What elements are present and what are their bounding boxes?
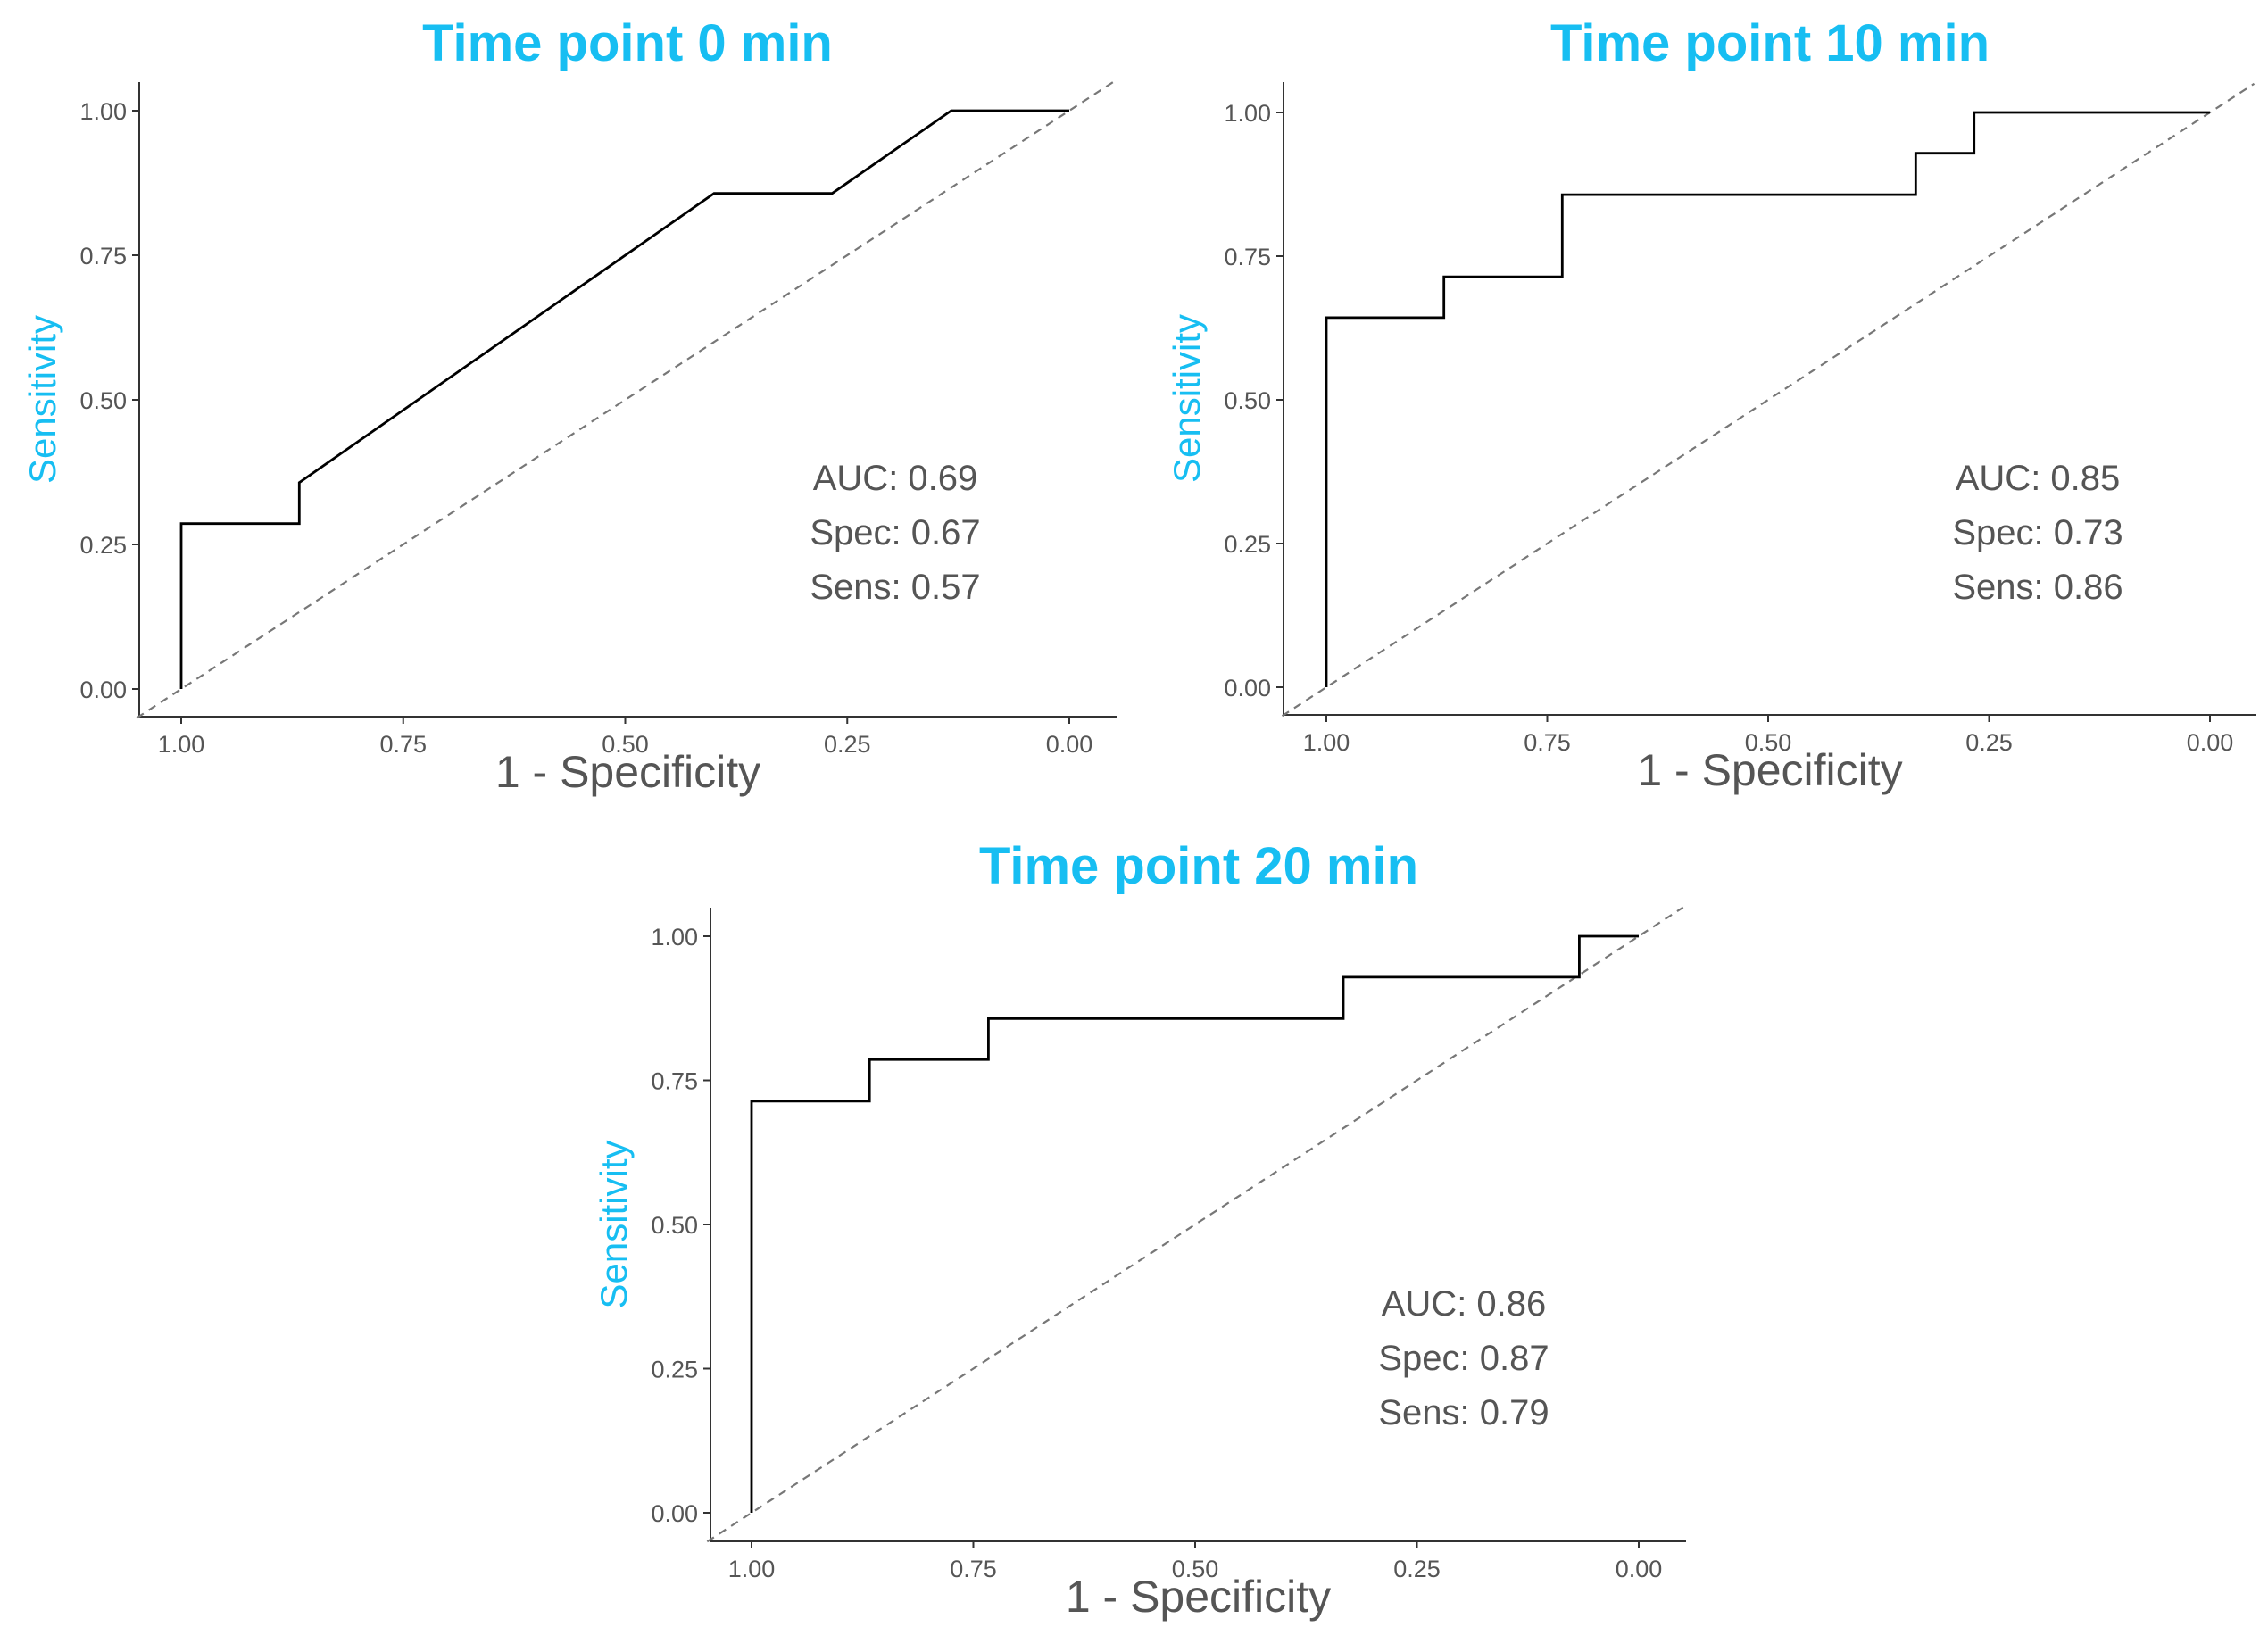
x-tick-label: 0.75: [950, 1556, 997, 1582]
x-tick-label: 0.75: [1524, 729, 1571, 756]
roc-curve-series-0: [1325, 111, 2210, 687]
x-tick-label: 0.50: [1172, 1556, 1219, 1582]
y-axis-label: Sensitivity: [21, 315, 63, 484]
roc-panel-0: Time point 0 min 0.00 0.25 0.50 0.75 1.00 1.00…: [21, 14, 1117, 797]
stat-annotation: Sens: 0.86: [1952, 568, 2123, 607]
y-tick-label: 1.00: [79, 98, 127, 125]
chart-title: Time point 10 min: [1550, 14, 1990, 72]
stat-annotation: Spec: 0.87: [1378, 1339, 1549, 1378]
x-tick-label: 0.50: [1745, 729, 1792, 756]
stat-annotation: Spec: 0.73: [1952, 513, 2123, 552]
y-tick-label: 0.50: [1224, 387, 1271, 414]
stat-annotation: AUC: 0.69: [813, 459, 978, 498]
y-tick-label: 0.00: [651, 1500, 698, 1527]
y-tick-label: 0.25: [79, 532, 127, 559]
reference-diagonal-line: [1281, 82, 2256, 718]
stat-annotation: AUC: 0.85: [1956, 459, 2121, 498]
x-tick-label: 0.00: [2187, 729, 2234, 756]
x-tick-label: 0.25: [1965, 729, 2013, 756]
x-tick-label: 1.00: [728, 1556, 776, 1582]
reference-diagonal-line: [136, 80, 1115, 719]
x-tick-label: 0.00: [1046, 731, 1093, 758]
x-tick-label: 0.00: [1616, 1556, 1663, 1582]
y-tick-label: 1.00: [1224, 100, 1271, 127]
y-tick-label: 0.75: [79, 243, 127, 270]
y-tick-label: 0.25: [1224, 531, 1271, 558]
y-tick-label: 0.00: [1224, 675, 1271, 701]
y-tick-label: 1.00: [651, 924, 698, 950]
y-tick-label: 0.00: [79, 677, 127, 703]
x-axis-label: 1 - Specificity: [1066, 1572, 1331, 1622]
stat-annotation: AUC: 0.86: [1382, 1284, 1547, 1324]
y-tick-label: 0.50: [79, 387, 127, 414]
roc-panel-1: Time point 10 min 0.00 0.25 0.50 0.75 1.00 1.0…: [1166, 14, 2256, 795]
x-tick-label: 0.50: [602, 731, 649, 758]
y-axis-label: Sensitivity: [593, 1140, 635, 1308]
stat-annotation: Sens: 0.79: [1378, 1393, 1549, 1432]
x-tick-label: 0.25: [824, 731, 871, 758]
y-tick-label: 0.50: [651, 1212, 698, 1239]
chart-title: Time point 0 min: [422, 14, 833, 72]
roc-panel-2: Time point 20 min 0.00 0.25 0.50 0.75 1.00 1.0…: [593, 837, 1686, 1622]
x-tick-label: 0.75: [379, 731, 427, 758]
x-tick-label: 1.00: [1303, 729, 1350, 756]
x-tick-label: 1.00: [158, 731, 205, 758]
x-axis-label: 1 - Specificity: [495, 747, 760, 797]
roc-curve-series-0: [179, 109, 1069, 689]
stat-annotation: Spec: 0.67: [810, 513, 980, 552]
y-tick-label: 0.75: [1224, 244, 1271, 270]
x-tick-label: 0.25: [1393, 1556, 1441, 1582]
reference-diagonal-line: [706, 906, 1684, 1543]
x-axis-label: 1 - Specificity: [1637, 745, 1902, 795]
y-tick-label: 0.25: [651, 1357, 698, 1383]
y-axis-label: Sensitivity: [1166, 314, 1208, 483]
roc-curve-series-0: [750, 934, 1639, 1513]
stat-annotation: Sens: 0.57: [810, 568, 980, 607]
y-tick-label: 0.75: [651, 1068, 698, 1095]
chart-title: Time point 20 min: [979, 837, 1418, 895]
